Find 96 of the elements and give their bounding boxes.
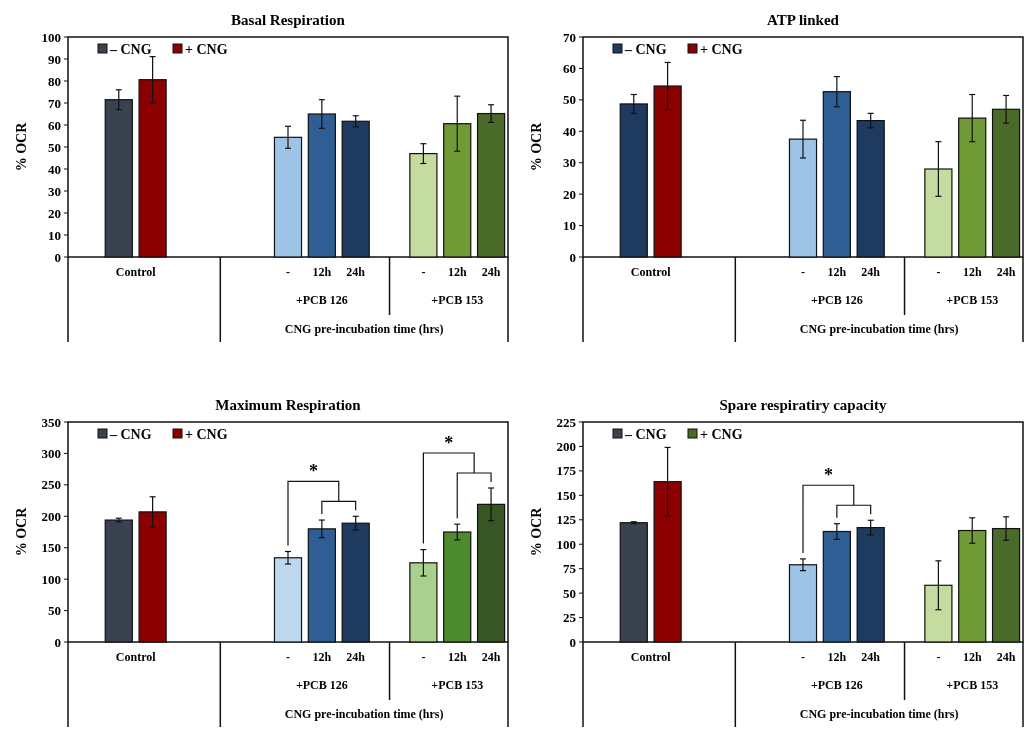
text: +PCB 126 bbox=[810, 293, 863, 307]
y-tick-label: 100 bbox=[41, 29, 61, 45]
chart-title: Spare respiratiry capacity bbox=[719, 397, 887, 413]
text: +PCB 153 bbox=[431, 293, 484, 307]
legend-label: – CNG bbox=[624, 426, 667, 442]
y-tick-label: 50 bbox=[563, 92, 576, 108]
y-tick-label: 0 bbox=[54, 634, 61, 650]
x-tick-label: 24h bbox=[346, 650, 366, 664]
legend-label: + CNG bbox=[185, 41, 228, 57]
x-tick-label: 12h bbox=[447, 650, 467, 664]
x-tick-label: - bbox=[801, 650, 805, 664]
y-axis-title: % OCR bbox=[14, 506, 29, 557]
text: Control bbox=[115, 650, 157, 664]
y-tick-label: 30 bbox=[563, 155, 576, 171]
x-tick-label: - bbox=[421, 265, 426, 279]
x-tick-label: 12h bbox=[827, 650, 847, 664]
x-tick-label: 12h bbox=[312, 265, 332, 279]
x-tick-label: 12h bbox=[962, 265, 982, 279]
x-tick-label: 24h bbox=[346, 265, 366, 279]
x-tick-label: 12h bbox=[962, 650, 982, 664]
x-axis-title: CNG pre-incubation time (hrs) bbox=[799, 322, 959, 336]
y-tick-label: 300 bbox=[41, 445, 61, 461]
x-tick-label: 24h bbox=[996, 265, 1016, 279]
y-tick-label: 150 bbox=[556, 487, 576, 503]
y-tick-label: 40 bbox=[48, 161, 61, 177]
y-tick-label: 250 bbox=[41, 477, 61, 493]
annotation: * bbox=[823, 465, 833, 486]
y-tick-label: 80 bbox=[48, 73, 61, 89]
x-tick-label: 12h bbox=[312, 650, 332, 664]
y-axis-title: % OCR bbox=[529, 121, 544, 172]
y-tick-label: 25 bbox=[563, 610, 577, 626]
x-tick-label: 24h bbox=[481, 265, 501, 279]
y-tick-label: 175 bbox=[556, 463, 577, 479]
text: Control bbox=[115, 265, 157, 279]
chart-title: Basal Respiration bbox=[231, 12, 346, 28]
legend-label: + CNG bbox=[700, 426, 743, 442]
x-tick-label: - bbox=[936, 650, 941, 664]
legend-label: + CNG bbox=[185, 426, 228, 442]
y-tick-label: 0 bbox=[569, 249, 576, 265]
y-tick-label: 225 bbox=[556, 414, 577, 430]
x-axis-title: CNG pre-incubation time (hrs) bbox=[284, 707, 444, 721]
x-tick-label: 24h bbox=[861, 265, 881, 279]
legend-label: – CNG bbox=[109, 426, 152, 442]
y-tick-label: 60 bbox=[48, 117, 61, 133]
text: +PCB 153 bbox=[431, 678, 484, 692]
y-axis-title: % OCR bbox=[14, 121, 29, 172]
x-axis-title: CNG pre-incubation time (hrs) bbox=[799, 707, 959, 721]
y-tick-label: 50 bbox=[48, 139, 61, 155]
y-tick-label: 90 bbox=[48, 51, 61, 67]
y-tick-label: 200 bbox=[41, 508, 61, 524]
x-tick-label: - bbox=[801, 265, 805, 279]
legend-label: – CNG bbox=[624, 41, 667, 57]
chart-title: ATP linked bbox=[767, 12, 840, 28]
legend-label: – CNG bbox=[109, 41, 152, 57]
y-tick-label: 75 bbox=[563, 561, 577, 577]
y-tick-label: 100 bbox=[556, 536, 576, 552]
y-tick-label: 125 bbox=[556, 512, 577, 528]
y-tick-label: 30 bbox=[48, 183, 61, 199]
y-tick-label: 200 bbox=[556, 438, 576, 454]
y-tick-label: 20 bbox=[48, 205, 61, 221]
y-axis-title: % OCR bbox=[529, 506, 544, 557]
legend-label: + CNG bbox=[700, 41, 743, 57]
annotation: * bbox=[444, 433, 454, 453]
y-tick-label: 350 bbox=[41, 414, 61, 430]
x-tick-label: 24h bbox=[861, 650, 881, 664]
y-tick-label: 150 bbox=[41, 540, 61, 556]
y-tick-label: 40 bbox=[563, 123, 576, 139]
y-tick-label: 0 bbox=[54, 249, 61, 265]
x-tick-label: - bbox=[286, 265, 290, 279]
text: +PCB 153 bbox=[946, 678, 999, 692]
y-tick-label: 100 bbox=[41, 571, 61, 587]
y-tick-label: 60 bbox=[563, 60, 576, 76]
chart-title: Maximum Respiration bbox=[215, 397, 362, 413]
text: +PCB 126 bbox=[810, 678, 863, 692]
y-tick-label: 70 bbox=[48, 95, 61, 111]
y-tick-label: 50 bbox=[563, 585, 576, 601]
y-tick-label: 20 bbox=[563, 186, 576, 202]
x-axis-title: CNG pre-incubation time (hrs) bbox=[284, 322, 444, 336]
x-tick-label: 24h bbox=[481, 650, 501, 664]
text: Control bbox=[630, 650, 672, 664]
x-tick-label: - bbox=[936, 265, 941, 279]
text: +PCB 126 bbox=[295, 293, 348, 307]
x-tick-label: 24h bbox=[996, 650, 1016, 664]
annotation: * bbox=[308, 461, 318, 482]
y-tick-label: 50 bbox=[48, 603, 61, 619]
x-tick-label: - bbox=[421, 650, 426, 664]
y-tick-label: 10 bbox=[563, 218, 576, 234]
x-tick-label: 12h bbox=[827, 265, 847, 279]
x-tick-label: - bbox=[286, 650, 290, 664]
y-tick-label: 70 bbox=[563, 29, 576, 45]
text: +PCB 126 bbox=[295, 678, 348, 692]
text: +PCB 153 bbox=[946, 293, 999, 307]
y-tick-label: 10 bbox=[48, 227, 61, 243]
y-tick-label: 0 bbox=[569, 634, 576, 650]
x-tick-label: 12h bbox=[447, 265, 467, 279]
text: Control bbox=[630, 265, 672, 279]
